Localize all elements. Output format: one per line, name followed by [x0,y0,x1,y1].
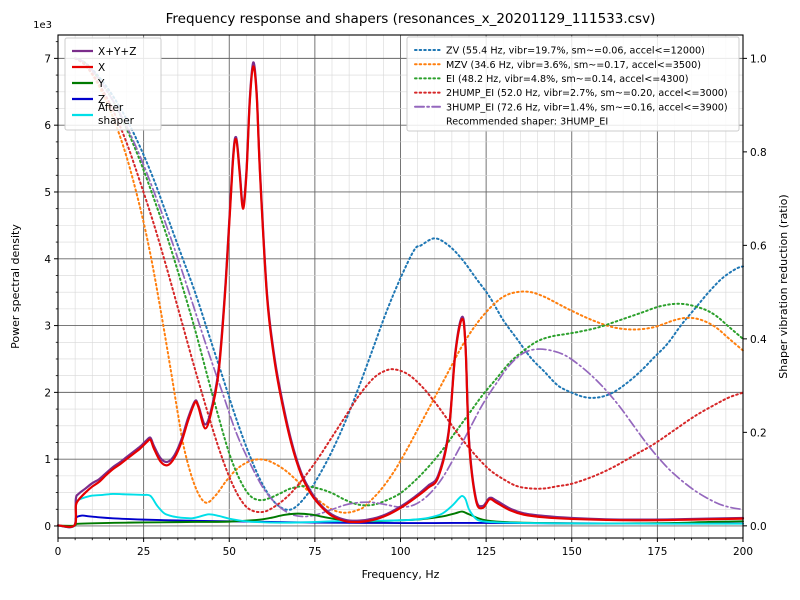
shaper-legend-box [406,36,740,132]
ytick-label: 4 [44,254,51,266]
shaper-legend-label: ZV (55.4 Hz, vibr=19.7%, sm~=0.06, accel… [446,46,705,57]
ytick-label: 5 [44,187,51,199]
ytick-label: 1 [44,454,51,466]
shaper-curve-mzv [74,57,744,514]
ytick-label: 2 [44,387,51,399]
shaper-curve-zv [74,57,744,511]
y-axis-right-label: Shaper vibration reduction (ratio) [777,194,790,378]
ytick-label: 3 [44,321,51,333]
ytick-label: 7 [44,53,51,65]
recommended-shaper-note: Recommended shaper: 3HUMP_EI [446,117,608,128]
shaper-curve-2hump_ei [74,57,744,514]
ytick-right-label: 0.0 [750,521,767,533]
psd-legend-label: Z [98,94,105,106]
ytick-right-label: 0.8 [750,147,767,159]
psd-curve-x [56,65,745,528]
xtick-label: 50 [223,546,236,558]
xtick-label: 0 [55,546,62,558]
ytick-label: 6 [44,120,51,132]
xtick-label: 75 [308,546,321,558]
psd-curves-group [56,61,745,529]
shaper-legend-label: 2HUMP_EI (52.0 Hz, vibr=2.7%, sm~=0.20, … [446,88,728,99]
shaper-legend: ZV (55.4 Hz, vibr=19.7%, sm~=0.06, accel… [406,36,740,132]
psd-legend-label: Y [97,78,105,90]
shaper-legend-label: MZV (34.6 Hz, vibr=3.6%, sm~=0.17, accel… [446,60,701,71]
y-axis-offset-text: 1e3 [33,20,52,31]
psd-legend-label: shaper [98,115,135,127]
xtick-label: 200 [733,546,753,558]
axes-frame: 0 25 50 75 100 125 150 175 200 0 1 2 3 4 5 6 7 0.0 0.2 0.4 0… [44,34,767,558]
xtick-label: 150 [562,546,582,558]
xtick-label: 100 [390,546,410,558]
psd-legend-label: X [98,62,105,74]
xtick-label: 125 [476,546,496,558]
xtick-label: 175 [647,546,667,558]
psd-curve-after-shaper [57,492,744,529]
xtick-label: 25 [137,546,150,558]
ytick-right-label: 0.4 [750,334,767,346]
shaper-curve-ei [74,57,744,507]
chart-title: Frequency response and shapers (resonanc… [166,11,656,27]
ytick-right-label: 1.0 [750,53,767,65]
psd-legend-label: X+Y+Z [98,46,136,58]
psd-legend-box [64,37,162,131]
psd-legend-label: After [98,102,124,114]
ytick-right-label: 0.2 [750,427,767,439]
chart-text-group: Frequency response and shapers (resonanc… [9,11,790,581]
shaper-legend-label: 3HUMP_EI (72.6 Hz, vibr=1.4%, sm~=0.16, … [446,102,728,113]
ytick-right-label: 0.6 [750,240,767,252]
shaper-legend-label: EI (48.2 Hz, vibr=4.8%, sm~=0.14, accel<… [446,74,688,85]
x-axis-label: Frequency, Hz [362,568,440,581]
ytick-label: 0 [44,521,51,533]
y-axis-label: Power spectral density [9,224,22,349]
